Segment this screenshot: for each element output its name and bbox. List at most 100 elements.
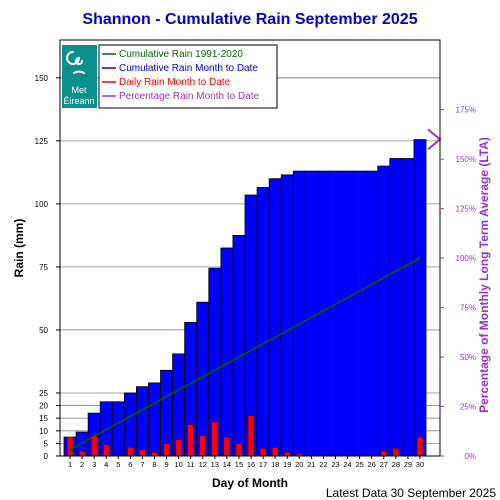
legend-label: Cumulative Rain 1991-2020 — [119, 49, 243, 60]
cumulative-bar — [377, 165, 391, 457]
daily-bar — [380, 450, 387, 457]
y2-tick-label: 125% — [456, 205, 476, 214]
cumulative-bar — [341, 170, 354, 457]
x-tick-label: 25 — [355, 460, 363, 469]
daily-bar — [151, 452, 158, 457]
legend-label: Cumulative Rain Month to Date — [119, 63, 258, 74]
y-tick-label: 15 — [39, 414, 48, 423]
cumulative-bar — [268, 178, 282, 457]
x-tick-label: 17 — [259, 460, 267, 469]
y2-tick-label: 175% — [456, 106, 476, 115]
x-tick-label: 20 — [295, 460, 303, 469]
x-tick-label: 5 — [116, 460, 120, 469]
cumulative-bar — [365, 170, 379, 457]
x-tick-label: 2 — [80, 460, 84, 469]
cumulative-bar — [232, 234, 246, 457]
x-tick-label: 22 — [319, 460, 327, 469]
y2-tick-label: 25% — [460, 403, 476, 412]
legend-label: Daily Rain Month to Date — [119, 77, 231, 88]
daily-bar — [175, 439, 182, 457]
daily-bar — [187, 424, 194, 457]
cumulative-bar — [401, 158, 415, 457]
daily-bar — [392, 448, 400, 457]
x-tick-label: 4 — [104, 460, 108, 469]
daily-bar — [223, 436, 231, 457]
y2-tick-label: 75% — [460, 304, 476, 313]
chart-title: Shannon - Cumulative Rain September 2025 — [82, 11, 417, 28]
daily-bar — [199, 435, 206, 457]
y-tick-label: 20 — [39, 402, 48, 411]
y2-axis-ticks: 0% 25% 50% 75% 100% 125% 150% 175% — [440, 106, 476, 461]
y-tick-label: 5 — [44, 439, 49, 448]
daily-bar — [284, 452, 291, 457]
y-tick-label: 100 — [35, 200, 49, 209]
cumulative-bar — [123, 392, 137, 457]
cumulative-bar — [304, 170, 318, 457]
legend-label: Percentage Rain Month to Date — [119, 91, 260, 102]
daily-bar — [163, 443, 170, 457]
x-tick-label: 16 — [247, 460, 255, 469]
daily-bar — [235, 443, 243, 457]
cumulative-bar — [111, 401, 125, 457]
x-tick-label: 26 — [368, 460, 376, 469]
daily-bar — [66, 436, 74, 457]
x-tick-label: 11 — [187, 460, 195, 469]
cumulative-bar — [148, 382, 161, 457]
x-tick-label: 15 — [235, 460, 243, 469]
x-tick-label: 28 — [392, 460, 400, 469]
x-tick-label: 24 — [343, 460, 351, 469]
y2-tick-label: 0% — [464, 452, 476, 461]
x-axis-ticks: 1 2 3 4 5 6 7 8 9 10 11 12 13 14 15 16 17 18 19 20 21 22 23 24 2… — [68, 456, 424, 469]
y-tick-label: 150 — [35, 74, 49, 83]
y-tick-label: 0 — [44, 452, 49, 461]
x-tick-label: 27 — [380, 460, 388, 469]
cumulative-bar — [160, 369, 174, 457]
cumulative-bar — [329, 170, 342, 457]
cumulative-bar — [280, 174, 294, 457]
daily-bar — [211, 421, 219, 457]
cumulative-bar — [220, 247, 234, 457]
y-tick-label: 10 — [39, 427, 48, 436]
daily-bar — [247, 415, 255, 457]
x-tick-label: 1 — [68, 460, 72, 469]
y-axis-label: Rain (mm) — [12, 219, 26, 278]
y-tick-label: 125 — [35, 137, 49, 146]
cumulative-bar — [389, 158, 403, 457]
daily-bar — [78, 450, 86, 457]
daily-bar — [127, 446, 134, 457]
x-tick-label: 19 — [283, 460, 291, 469]
cumulative-bar — [413, 139, 427, 457]
plot-area — [59, 39, 442, 457]
daily-bar — [90, 435, 98, 457]
x-tick-label: 8 — [152, 460, 156, 469]
x-tick-label: 10 — [174, 460, 182, 469]
x-tick-label: 6 — [128, 460, 132, 469]
lta-line — [68, 257, 421, 457]
cumulative-bar — [135, 386, 149, 457]
cumulative-bar — [353, 170, 367, 457]
x-tick-label: 21 — [307, 460, 315, 469]
cumulative-bars — [63, 139, 427, 457]
y-tick-label: 50 — [39, 326, 48, 335]
daily-bar — [259, 448, 267, 457]
x-tick-label: 14 — [223, 460, 231, 469]
met-eireann-logo: Met Éireann — [62, 45, 97, 108]
logo-line1: Met — [71, 85, 87, 95]
y2-tick-label: 150% — [456, 155, 476, 164]
y-tick-label: 25 — [39, 389, 48, 398]
x-tick-label: 9 — [164, 460, 168, 469]
daily-bar — [139, 449, 146, 457]
cumulative-bar — [292, 170, 306, 457]
daily-bar — [271, 446, 279, 457]
legend-box — [98, 44, 278, 109]
y-tick-label: 75 — [39, 263, 48, 272]
daily-bar — [103, 444, 110, 457]
plot-frame — [59, 39, 441, 457]
legend: Cumulative Rain 1991-2020 Cumulative Rain… — [98, 44, 278, 109]
y2-axis-label: Percentage of Monthly Long Term Average … — [477, 137, 491, 413]
x-axis-label: Day of Month — [212, 476, 288, 490]
y2-tick-label: 100% — [456, 254, 476, 263]
x-tick-label: 23 — [331, 460, 339, 469]
daily-bar — [416, 436, 424, 457]
